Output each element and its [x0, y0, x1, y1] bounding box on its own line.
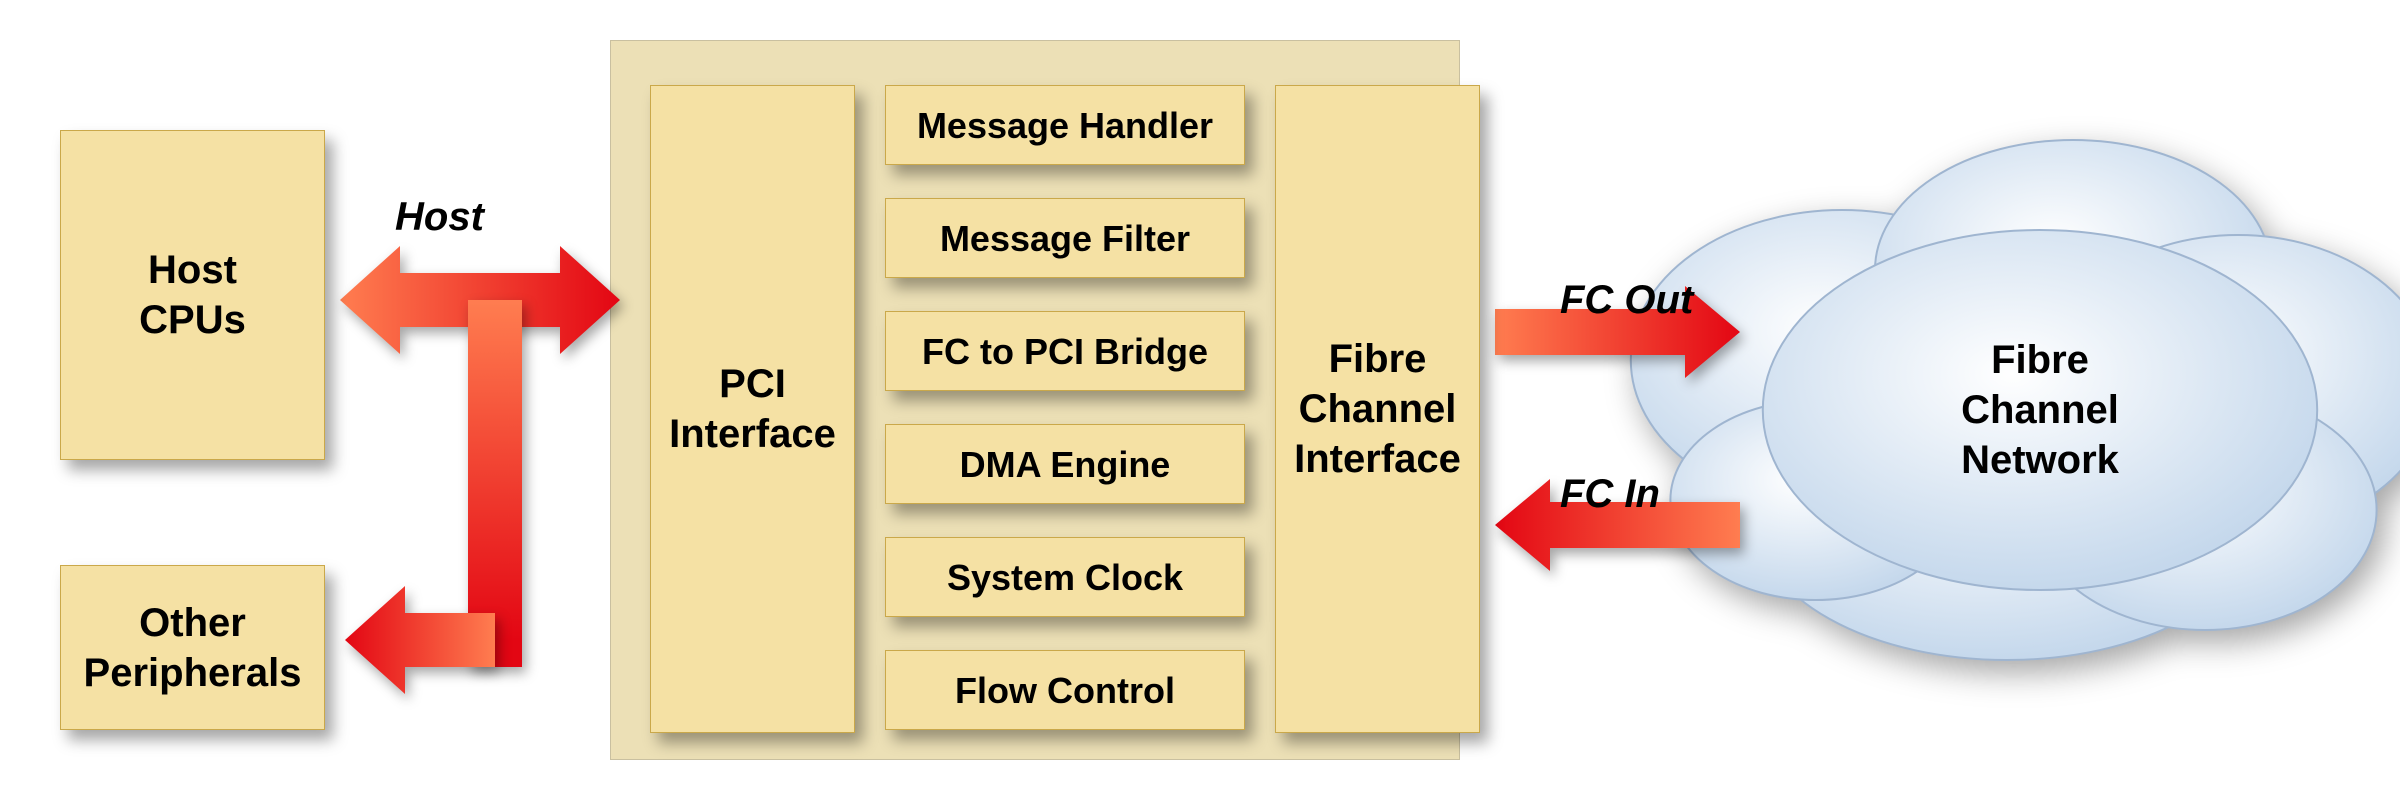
other-peripherals-text: OtherPeripherals	[84, 598, 302, 698]
host-cpus-text: HostCPUs	[139, 245, 246, 345]
fc-out-label: FC Out	[1560, 278, 1693, 323]
mid-block-text-4: System Clock	[947, 555, 1183, 600]
fc-interface-block: FibreChannelInterface	[1275, 85, 1480, 733]
mid-block-5: Flow Control	[885, 650, 1245, 730]
mid-block-text-2: FC to PCI Bridge	[922, 329, 1208, 374]
mid-block-4: System Clock	[885, 537, 1245, 617]
mid-block-1: Message Filter	[885, 198, 1245, 278]
mid-block-text-0: Message Handler	[917, 103, 1213, 148]
fc-interface-text: FibreChannelInterface	[1294, 334, 1461, 484]
host-label: Host	[395, 195, 484, 240]
cloud-label: FibreChannelNetwork	[1870, 320, 2210, 500]
pci-interface-block: PCIInterface	[650, 85, 855, 733]
mid-block-0: Message Handler	[885, 85, 1245, 165]
pci-interface-text: PCIInterface	[669, 359, 836, 459]
mid-block-text-1: Message Filter	[940, 216, 1190, 261]
mid-block-2: FC to PCI Bridge	[885, 311, 1245, 391]
mid-block-text-3: DMA Engine	[960, 442, 1171, 487]
fc-in-label: FC In	[1560, 472, 1660, 517]
other-peripherals-block: OtherPeripherals	[60, 565, 325, 730]
mid-block-3: DMA Engine	[885, 424, 1245, 504]
host-cpus-block: HostCPUs	[60, 130, 325, 460]
mid-block-text-5: Flow Control	[955, 668, 1175, 713]
